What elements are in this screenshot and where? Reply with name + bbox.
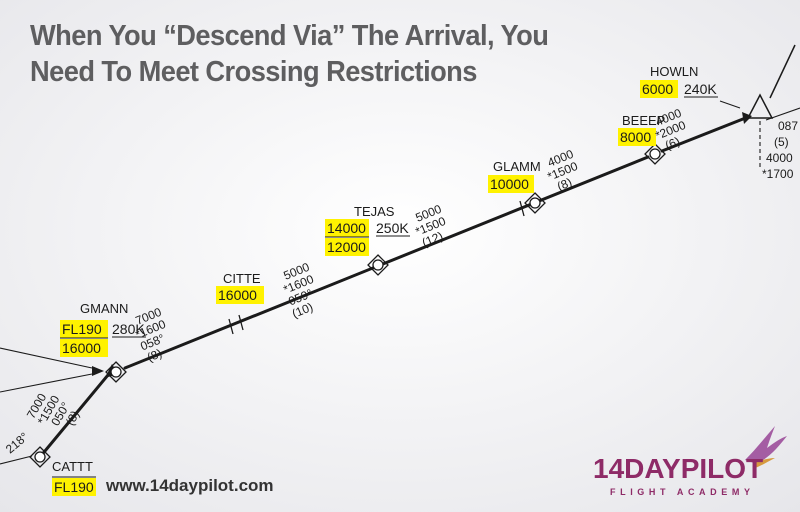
title-line-1: When You “Descend Via” The Arrival, You: [30, 20, 549, 52]
title-line-2: Need To Meet Crossing Restrictions: [30, 56, 477, 88]
speed-gmann: 280K: [112, 321, 145, 337]
cattt-inbound-line: [0, 455, 33, 465]
leg-gmann-citte-part-4: (8): [145, 346, 164, 364]
altitude-tejas-1: 14000: [327, 220, 366, 236]
feeder-lines: [0, 347, 93, 393]
brand-logo: 14DAYPILOT FLIGHT ACADEMY: [585, 420, 790, 504]
logo-wordmark: 14DAYPILOT: [593, 453, 764, 484]
altitude-citte-1-highlight: [216, 286, 264, 304]
leg-howln-next-mea: 4000: [766, 151, 793, 165]
altitude-tejas-2: 12000: [327, 239, 366, 255]
route-leg-gmann-beeep: [123, 155, 650, 370]
altitude-beeep-1: 8000: [620, 129, 651, 145]
altitude-howln-1: 6000: [642, 81, 673, 97]
altitude-gmann-2-highlight: [60, 339, 108, 357]
altitude-beeep-1-highlight: [618, 128, 656, 146]
leg-beeep-howln-part-3: (6): [663, 134, 682, 152]
leg-howln-next-distance: (5): [774, 135, 789, 149]
altitude-gmann-2: 16000: [62, 340, 101, 356]
logo-tagline: FLIGHT ACADEMY: [610, 487, 755, 497]
waypoint-name-glamm: GLAMM: [493, 159, 541, 174]
altitude-cattt-1-highlight: [52, 478, 96, 496]
glamm-ticks: [519, 200, 525, 217]
howln-lightning: [719, 100, 741, 109]
altitude-tejas-1-highlight: [325, 219, 369, 237]
route-leg-cattt-gmann: [38, 373, 110, 459]
altitude-citte-1: 16000: [218, 287, 257, 303]
route-leg-beeep-howln: [660, 115, 750, 153]
arrowhead-feeder: [92, 366, 104, 376]
altitude-tejas-2-highlight: [325, 238, 369, 256]
altitude-glamm-1-highlight: [488, 175, 534, 193]
altitude-cattt-1: FL190: [54, 479, 94, 495]
altitude-glamm-1: 10000: [490, 176, 529, 192]
altitude-gmann-1: FL190: [62, 321, 102, 337]
altitude-howln-1-highlight: [640, 80, 678, 98]
website-link[interactable]: www.14daypilot.com: [106, 476, 274, 495]
route-lines: [38, 115, 750, 459]
speed-howln: 240K: [684, 81, 717, 97]
leg-cattt-gmann-part-4: (8): [63, 408, 82, 428]
waypoint-name-citte: CITTE: [223, 271, 261, 286]
speed-tejas: 250K: [376, 220, 409, 236]
leg-glamm-beeep-part-3: (8): [555, 175, 574, 193]
altitude-gmann-1-highlight: [60, 320, 108, 338]
leg-howln-next-moca: *1700: [762, 167, 794, 181]
waypoint-name-beeep: BEEEP: [622, 113, 665, 128]
waypoint-name-howln: HOWLN: [650, 64, 698, 79]
citte-ticks: [228, 314, 244, 335]
waypoint-name-tejas: TEJAS: [354, 204, 395, 219]
waypoint-name-cattt: CATTT: [52, 459, 93, 474]
right-edge-fix: [746, 44, 800, 170]
waypoint-name-gmann: GMANN: [80, 301, 128, 316]
bird-icon: [745, 426, 787, 468]
leg-howln-next-course: 087: [778, 119, 798, 133]
page-title: When You “Descend Via” The Arrival, You …: [30, 18, 549, 90]
